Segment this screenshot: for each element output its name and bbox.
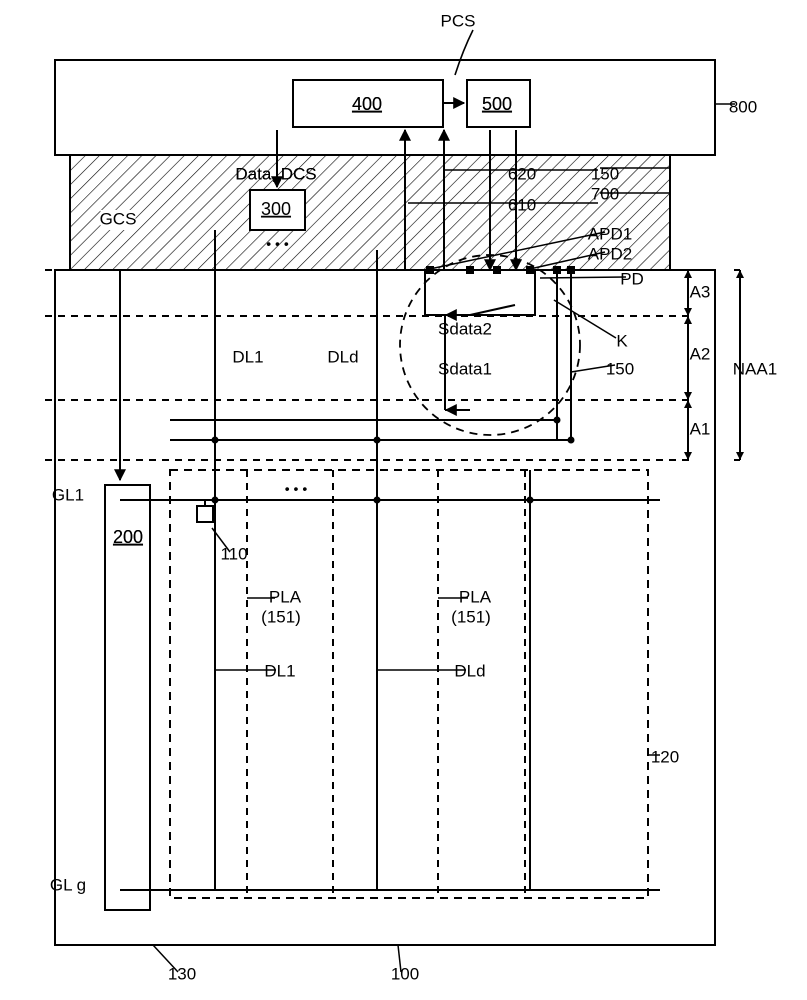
label-sdata2: Sdata2 — [438, 319, 492, 338]
label-ref130: 130 — [168, 964, 196, 983]
label-pcs: PCS — [441, 11, 476, 30]
svg-text:• • •: • • • — [266, 236, 289, 252]
label-data_dcs: Data, DCS — [235, 164, 316, 183]
label-dld_bot: DLd — [454, 661, 485, 680]
label-pla1_sub: (151) — [261, 607, 301, 626]
label-box200: 200 — [113, 527, 143, 547]
label-ref620: 620 — [508, 164, 536, 183]
label-box300: 300 — [261, 199, 291, 219]
label-refK: K — [616, 331, 628, 350]
label-ref610: 610 — [508, 195, 536, 214]
label-ref700: 700 — [591, 184, 619, 203]
label-pla2_sub: (151) — [451, 607, 491, 626]
label-ref800: 800 — [729, 97, 757, 116]
label-a2: A2 — [690, 344, 711, 363]
label-pla2: PLA — [459, 587, 492, 606]
label-ref120: 120 — [651, 747, 679, 766]
label-dl1_top: DL1 — [232, 347, 263, 366]
label-sdata1: Sdata1 — [438, 359, 492, 378]
label-box500: 500 — [482, 94, 512, 114]
label-ref110: 110 — [220, 544, 247, 563]
label-dl1_bot: DL1 — [264, 661, 295, 680]
label-a3: A3 — [690, 282, 711, 301]
label-dld_top: DLd — [327, 347, 358, 366]
label-glg: GL g — [50, 875, 86, 894]
label-a1: A1 — [690, 419, 711, 438]
label-pd: PD — [620, 269, 644, 288]
label-gcs: GCS — [100, 209, 137, 228]
label-naa1: NAA1 — [733, 359, 777, 378]
label-box400: 400 — [352, 94, 382, 114]
label-ref150b: 150 — [606, 359, 634, 378]
label-apd2: APD2 — [588, 244, 632, 263]
svg-text:• • •: • • • — [285, 481, 308, 497]
label-pla1: PLA — [269, 587, 302, 606]
label-ref150a: 150 — [591, 164, 619, 183]
label-gl1: GL1 — [52, 485, 84, 504]
label-apd1: APD1 — [588, 224, 632, 243]
label-ref100: 100 — [391, 964, 419, 983]
